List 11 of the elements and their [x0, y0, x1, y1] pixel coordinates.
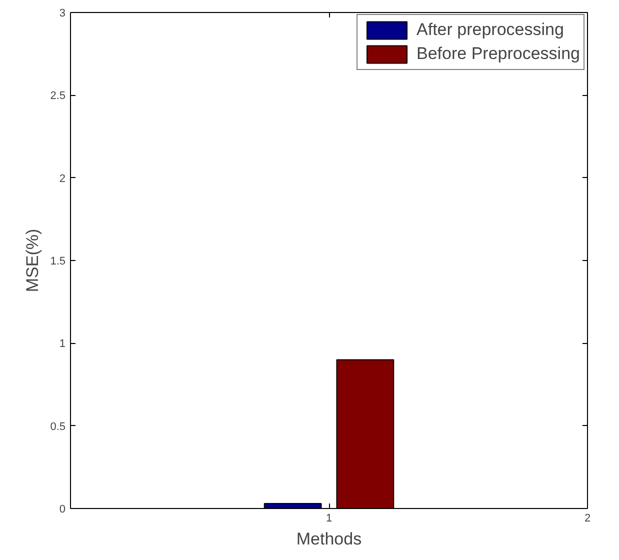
x-axis-title: Methods [296, 530, 362, 548]
y-tick-label: 0.5 [50, 420, 66, 433]
y-tick-label: 2 [59, 172, 66, 185]
y-tick-label: 2.5 [50, 90, 66, 102]
y-tick-label: 1 [59, 338, 66, 350]
y-tick-label: 1.5 [50, 256, 66, 268]
y-axis-title: MSE(%) [23, 228, 42, 292]
y-tick-label: 0 [59, 504, 66, 516]
legend-label: After preprocessing [416, 20, 564, 40]
y-tick-label: 3 [59, 8, 66, 20]
legend-label: Before Preprocessing [416, 44, 580, 64]
